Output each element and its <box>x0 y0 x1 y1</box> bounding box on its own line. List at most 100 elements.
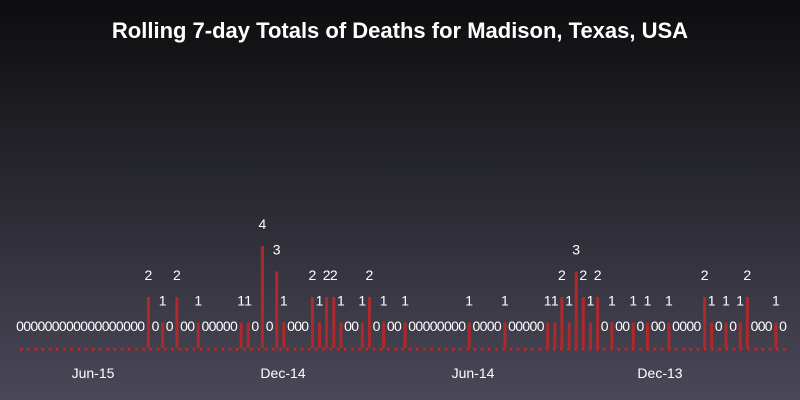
data-label: 0 <box>294 318 302 334</box>
data-label: 1 <box>280 293 288 309</box>
bar <box>239 322 243 348</box>
data-label: 0 <box>637 318 645 334</box>
data-label: 0 <box>209 318 217 334</box>
bar <box>260 246 264 348</box>
zero-baseline-dot <box>545 348 549 351</box>
zero-baseline-dot <box>502 348 505 351</box>
data-label: 0 <box>686 318 694 334</box>
data-label: 0 <box>387 318 395 334</box>
data-label: 0 <box>344 318 352 334</box>
zero-baseline-dot <box>228 348 232 351</box>
zero-baseline-dot <box>358 348 361 351</box>
data-label: 0 <box>130 318 138 334</box>
data-label: 0 <box>444 318 452 334</box>
data-label: 1 <box>501 293 509 309</box>
zero-baseline-dot <box>624 348 628 351</box>
bar <box>774 322 778 348</box>
zero-baseline-dot <box>480 348 484 351</box>
data-label: 0 <box>251 318 259 334</box>
bar <box>282 322 286 348</box>
data-label: 1 <box>736 293 744 309</box>
data-label: 1 <box>565 293 573 309</box>
chart-title: Rolling 7-day Totals of Deaths for Madis… <box>111 18 689 43</box>
zero-baseline-dot <box>682 348 685 351</box>
bar <box>503 322 507 348</box>
zero-baseline-dot <box>106 348 109 351</box>
data-label: 0 <box>394 318 402 334</box>
data-label: 0 <box>494 318 502 334</box>
zero-baseline-dot <box>70 348 73 351</box>
data-label: 2 <box>366 267 374 283</box>
zero-baseline-dot <box>768 348 772 351</box>
data-label: 2 <box>579 267 587 283</box>
data-label: 2 <box>309 267 317 283</box>
data-label: 1 <box>194 293 202 309</box>
zero-baseline-dot <box>48 348 52 351</box>
bar <box>175 297 179 348</box>
data-label: 0 <box>23 318 31 334</box>
data-label: 0 <box>301 318 309 334</box>
data-label: 1 <box>358 293 366 309</box>
bar <box>710 322 714 348</box>
data-label: 1 <box>244 293 252 309</box>
bar <box>310 297 314 348</box>
data-label: 2 <box>743 267 751 283</box>
data-label: 0 <box>59 318 67 334</box>
bar <box>318 322 321 348</box>
zero-markers <box>20 348 786 351</box>
zero-baseline-dot <box>560 348 563 351</box>
data-label: 1 <box>380 293 388 309</box>
zero-baseline-dot <box>452 348 455 351</box>
zero-baseline-dot <box>113 348 117 351</box>
zero-baseline-dot <box>135 348 138 351</box>
x-tick-label: Jun-14 <box>452 365 495 381</box>
zero-baseline-dot <box>581 348 585 351</box>
data-label: 2 <box>701 267 709 283</box>
zero-baseline-dot <box>783 348 786 351</box>
data-label: 0 <box>458 318 466 334</box>
bar <box>667 322 671 348</box>
zero-baseline-dot <box>776 348 779 351</box>
zero-baseline-dot <box>300 348 304 351</box>
data-label: 0 <box>166 318 174 334</box>
data-label: 0 <box>66 318 74 334</box>
zero-baseline-dot <box>675 348 678 351</box>
bar <box>367 297 371 348</box>
data-label: 0 <box>694 318 702 334</box>
data-label: 1 <box>608 293 616 309</box>
zero-baseline-dot <box>639 348 642 351</box>
data-label: 0 <box>152 318 160 334</box>
zero-baseline-dot <box>149 348 153 351</box>
zero-baseline-dot <box>732 348 736 351</box>
zero-baseline-dot <box>84 348 88 351</box>
data-label: 0 <box>672 318 680 334</box>
x-tick-label: Dec-14 <box>260 365 305 381</box>
zero-baseline-dot <box>524 348 527 351</box>
data-label: 0 <box>451 318 459 334</box>
zero-baseline-dot <box>488 348 491 351</box>
data-label: 2 <box>330 267 338 283</box>
data-label: 0 <box>223 318 231 334</box>
zero-baseline-dot <box>632 348 635 351</box>
bar <box>596 297 600 348</box>
data-label: 1 <box>337 293 345 309</box>
data-label: 0 <box>758 318 766 334</box>
data-label: 0 <box>601 318 609 334</box>
bar <box>581 297 585 348</box>
zero-baseline-dot <box>552 348 556 351</box>
bar <box>196 322 200 348</box>
data-label: 0 <box>266 318 274 334</box>
zero-baseline-dot <box>444 348 448 351</box>
data-label: 0 <box>116 318 124 334</box>
zero-baseline-dot <box>264 348 268 351</box>
zero-baseline-dot <box>401 348 405 351</box>
bar <box>724 322 728 348</box>
zero-baseline-dot <box>574 348 577 351</box>
zero-baseline-dot <box>646 348 649 351</box>
zero-baseline-dot <box>380 348 383 351</box>
data-label: 0 <box>52 318 60 334</box>
bar <box>546 322 550 348</box>
data-label: 0 <box>530 318 538 334</box>
data-label: 1 <box>237 293 245 309</box>
bar <box>275 271 279 348</box>
